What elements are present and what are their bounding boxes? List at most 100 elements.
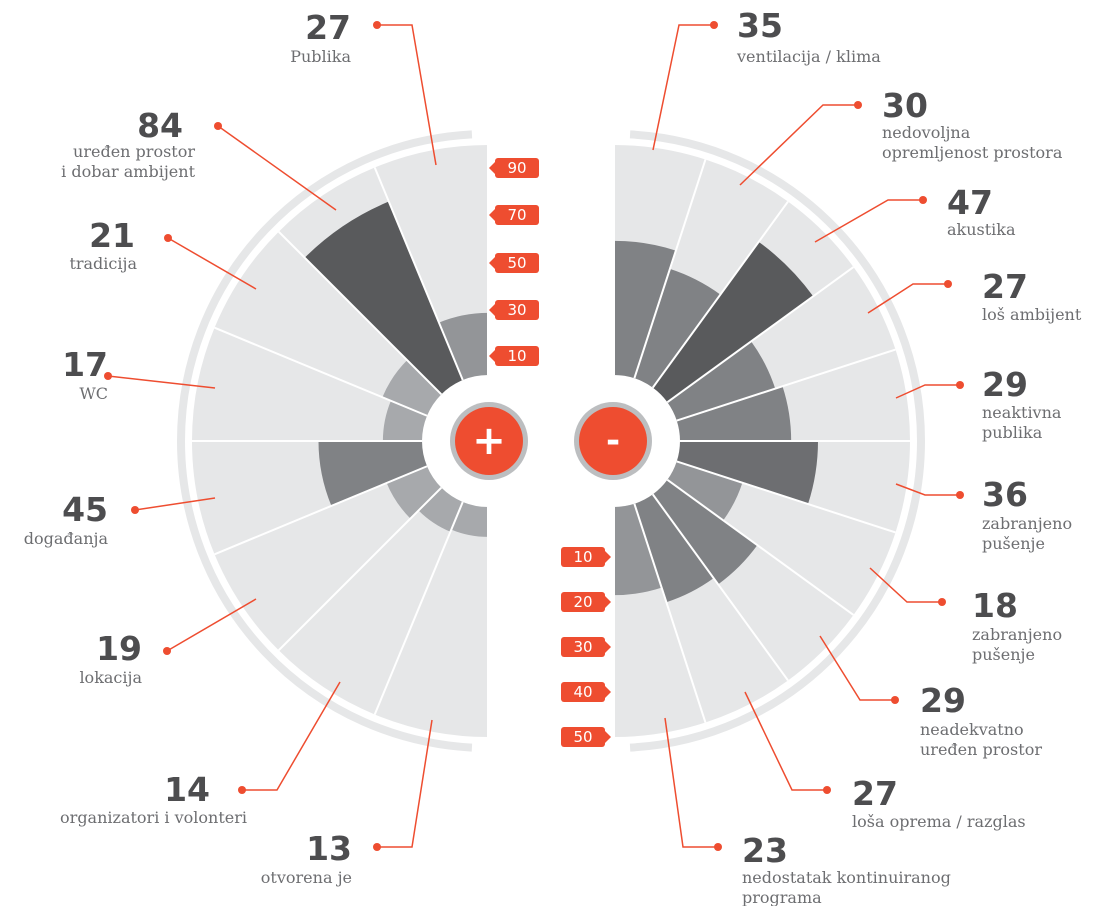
tick-pointer [605, 596, 611, 608]
leader-dot [919, 196, 927, 204]
category-label: nedostatak kontinuiranog [742, 868, 951, 887]
sector-divider [214, 326, 428, 417]
leader-line [377, 719, 433, 848]
sector-divider [277, 230, 443, 396]
leader-line [242, 681, 341, 791]
tick-badge [495, 346, 539, 366]
sector-divider [373, 501, 464, 715]
leader-dot [104, 372, 112, 380]
category-label: loša oprema / razglas [852, 812, 1026, 831]
tick-label: 70 [507, 206, 526, 224]
leader-line [895, 483, 960, 496]
category-label: pušenje [972, 645, 1035, 664]
leader-line [107, 375, 216, 389]
sector-divider [651, 493, 789, 682]
tick-label: 50 [507, 254, 526, 272]
sector-divider [676, 348, 896, 422]
leader-dot [214, 122, 222, 130]
category-label: tradicija [69, 254, 137, 273]
tick-badge [561, 727, 605, 747]
data-value-label: 18 [972, 586, 1018, 625]
category-label: nedovoljna [882, 123, 971, 142]
value-bar [667, 341, 776, 421]
sector-divider [214, 465, 428, 556]
data-value-label: 35 [737, 6, 783, 45]
leader-line [134, 497, 216, 511]
leader-line [217, 125, 337, 211]
value-bar [634, 494, 714, 603]
category-label: ventilacija / klima [736, 47, 881, 66]
leader-dot [823, 786, 831, 794]
data-value-label: 27 [305, 8, 351, 47]
outer-ring [629, 130, 925, 752]
tick-pointer [605, 641, 611, 653]
data-value-label: 17 [62, 345, 108, 384]
tick-pointer [605, 686, 611, 698]
category-label: otvorena je [261, 868, 352, 887]
value-bar [438, 312, 488, 381]
value-bar [614, 503, 662, 596]
leader-line [895, 384, 960, 399]
value-bar [382, 360, 442, 416]
sector-divider [373, 167, 464, 381]
category-label: loš ambijent [982, 305, 1082, 324]
category-label: pušenje [982, 534, 1045, 553]
tick-badge [495, 158, 539, 178]
data-value-label: 27 [852, 774, 898, 813]
category-label: opremljenost prostora [882, 143, 1063, 162]
value-bar [676, 386, 792, 441]
leader-dot [238, 786, 246, 794]
center-sign-label: - [606, 421, 620, 461]
category-label: akustika [947, 220, 1016, 239]
data-value-label: 29 [982, 365, 1028, 404]
tick-label: 10 [573, 548, 592, 566]
tick-pointer [605, 551, 611, 563]
leader-dot [891, 696, 899, 704]
data-value-label: 21 [89, 216, 135, 255]
sector-background [374, 501, 488, 737]
chart-value-layer [304, 201, 818, 603]
value-bar [318, 441, 428, 506]
category-label: zabranjeno [982, 514, 1072, 533]
leader-dot [164, 234, 172, 242]
leader-dot [854, 101, 862, 109]
category-label: neaktivna [982, 403, 1062, 422]
leader-dot [373, 843, 381, 851]
category-label: i dobar ambijent [61, 162, 195, 181]
category-label: publika [982, 423, 1043, 442]
value-bar [667, 461, 743, 521]
minus-icon [579, 407, 647, 475]
value-bar [676, 441, 818, 505]
value-bar [652, 479, 758, 585]
tick-label: 10 [507, 347, 526, 365]
data-value-label: 84 [137, 106, 183, 145]
leader-dot [163, 647, 171, 655]
category-label: programa [742, 888, 822, 906]
data-value-label: 19 [96, 629, 142, 668]
tick-badge [495, 205, 539, 225]
tick-badge [495, 253, 539, 273]
category-label: uređen prostor [73, 142, 195, 161]
value-bar [634, 268, 721, 388]
leader-line [652, 24, 714, 151]
data-value-label: 36 [982, 475, 1028, 514]
tick-pointer [605, 731, 611, 743]
sector-divider [633, 159, 707, 379]
value-bar [418, 487, 463, 532]
sector-divider [651, 200, 789, 389]
tick-badge [561, 592, 605, 612]
leader-line [664, 717, 718, 848]
category-label: događanja [24, 529, 109, 548]
leader-line [819, 635, 895, 701]
leader-line [739, 104, 858, 186]
category-label: uređen prostor [920, 740, 1042, 759]
category-label: organizatori i volonteri [60, 808, 247, 827]
category-label: lokacija [79, 668, 142, 687]
data-value-label: 23 [742, 831, 788, 870]
value-bar [451, 501, 488, 537]
chart-tick-layer: 90 70 50 30 10 10 20 30 40 50 [489, 158, 611, 747]
tick-pointer [489, 304, 495, 316]
data-value-label: 29 [920, 681, 966, 720]
value-bar [382, 400, 428, 441]
